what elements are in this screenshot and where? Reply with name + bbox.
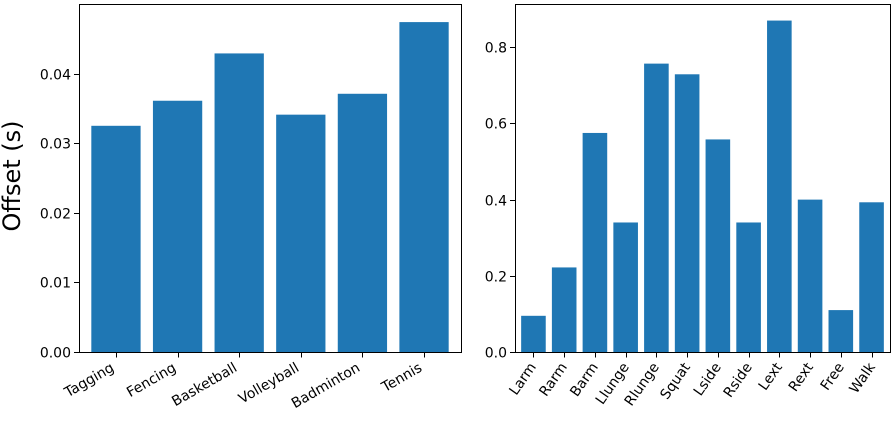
y-tick-label: 0.8: [485, 41, 507, 57]
y-tick-label: 0.01: [40, 276, 71, 292]
bar-larm: [521, 315, 546, 352]
bar-rside: [736, 222, 761, 352]
x-tick-label-tennis: Tennis: [378, 360, 425, 396]
x-tick-label-rside: Rside: [721, 360, 756, 401]
bar-llunge: [613, 222, 638, 352]
bar-rlunge: [644, 63, 669, 353]
y-tick-label: 0.02: [40, 207, 71, 223]
y-tick-label: 0.00: [40, 346, 71, 362]
bar-squat: [674, 74, 700, 352]
bar-rext: [797, 199, 823, 352]
bar-badminton: [337, 93, 388, 352]
x-tick-label-rarm: Rarm: [536, 360, 570, 400]
y-tick-label: 0.0: [485, 346, 507, 362]
bar-walk: [859, 202, 884, 352]
x-tick-label-free: Free: [818, 360, 848, 394]
x-tick-label-basketball: Basketball: [169, 360, 240, 410]
y-tick-label: 0.03: [40, 137, 71, 153]
x-tick-label-larm: Larm: [506, 360, 539, 398]
x-tick-label-walk: Walk: [847, 359, 880, 396]
bar-tagging: [91, 125, 141, 352]
bar-lext: [767, 20, 792, 352]
bar-basketball: [214, 53, 264, 353]
bar-tennis: [399, 22, 449, 352]
plot-frame: [79, 4, 462, 353]
x-tick-label-rext: Rext: [786, 360, 817, 395]
y-tick-label: 0.04: [40, 68, 71, 84]
bar-volleyball: [276, 114, 326, 352]
y-axis-title: Offset (s): [0, 121, 26, 232]
x-tick-label-lext: Lext: [756, 360, 786, 394]
x-tick-label-lside: Lside: [691, 360, 725, 399]
bar-barm: [582, 132, 608, 352]
y-tick-label: 0.6: [485, 117, 507, 133]
bar-rarm: [551, 267, 577, 352]
y-tick-label: 0.2: [485, 270, 507, 286]
x-tick-label-squat: Squat: [657, 360, 694, 403]
bar-lside: [705, 139, 731, 352]
x-tick-label-badminton: Badminton: [289, 360, 363, 412]
y-tick-label: 0.4: [485, 194, 507, 210]
chart-right: 0.00.20.40.60.8LarmRarmBarmLlungeRlungeS…: [485, 4, 891, 409]
bar-fencing: [152, 100, 203, 353]
bar-free: [828, 310, 854, 352]
x-tick-label-tagging: Tagging: [61, 360, 117, 401]
plot-frame: [515, 4, 891, 353]
